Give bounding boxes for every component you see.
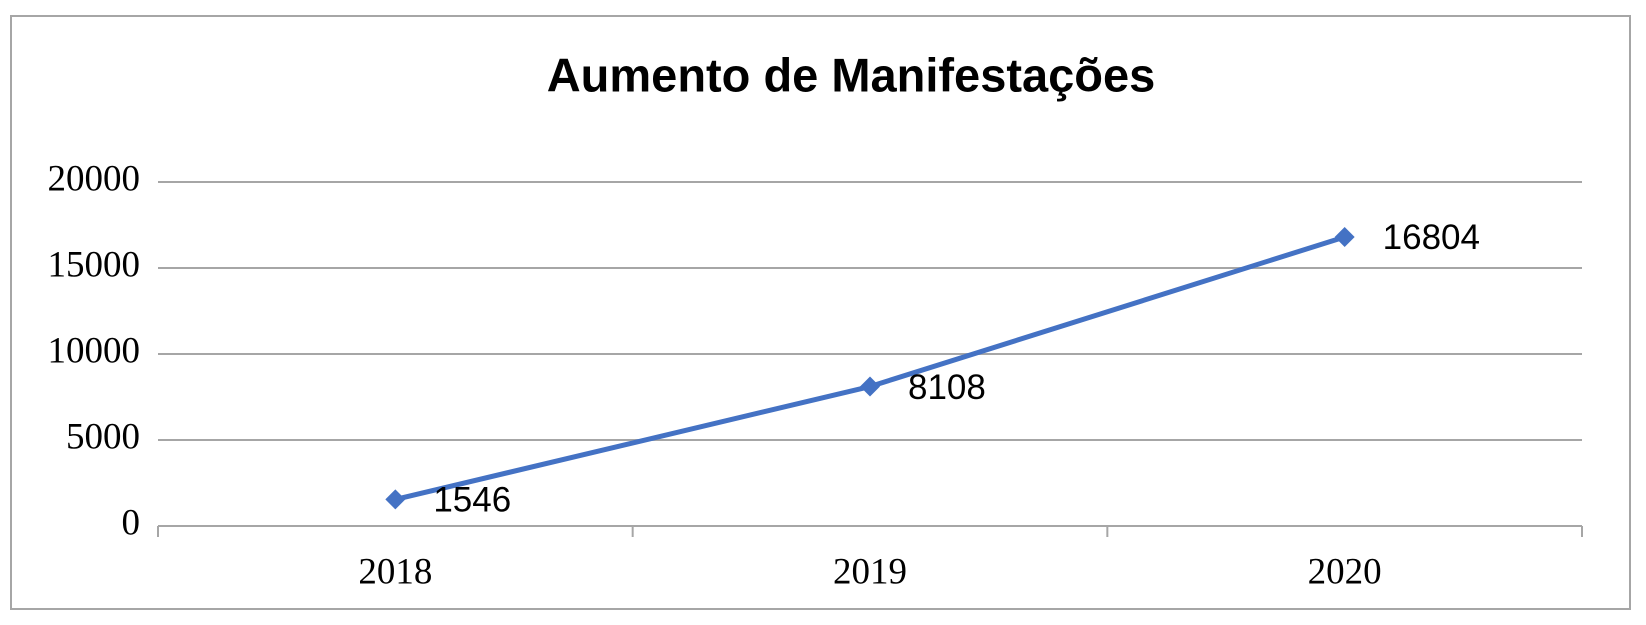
y-tick-label: 10000 <box>48 330 141 371</box>
y-tick-label: 5000 <box>66 416 140 457</box>
point-marker <box>1334 226 1355 247</box>
y-tick-label: 20000 <box>48 158 141 199</box>
x-tick-label: 2019 <box>833 551 907 592</box>
point-marker <box>385 489 406 510</box>
x-tick-label: 2018 <box>358 551 432 592</box>
y-tick-label: 15000 <box>48 244 141 285</box>
data-label: 1546 <box>433 481 511 520</box>
point-marker <box>860 376 880 397</box>
x-tick-label: 2020 <box>1308 551 1382 592</box>
data-label: 8108 <box>908 368 986 407</box>
data-label: 16804 <box>1383 218 1480 257</box>
chart-border <box>10 15 1631 610</box>
y-tick-label: 0 <box>122 502 141 543</box>
chart-title: Aumento de Manifestações <box>547 48 1156 101</box>
